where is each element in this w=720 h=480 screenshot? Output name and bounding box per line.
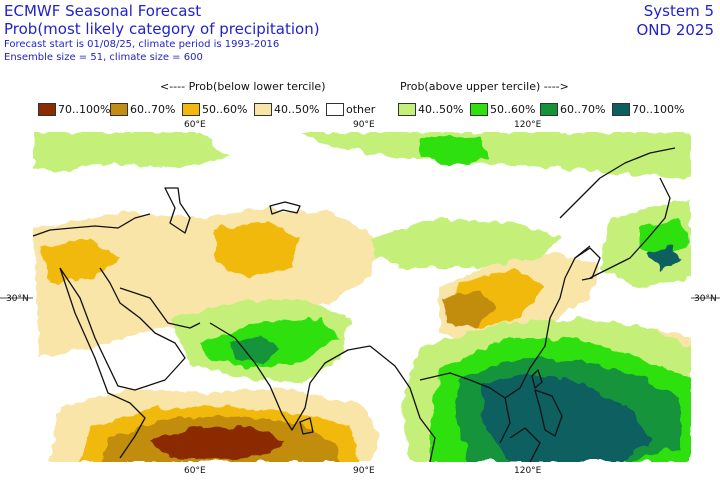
header-right: System 5 OND 2025 <box>636 2 714 40</box>
legend-label: 70..100% <box>58 102 111 116</box>
coastline-great-lakes <box>269 201 301 215</box>
legend-swatch <box>110 102 128 116</box>
below-60-70-region <box>445 290 495 328</box>
legend-item: 70..100% <box>612 101 684 117</box>
coastlines <box>32 147 676 463</box>
lon-label-120e-bottom: 120°E <box>514 466 542 476</box>
above-70-100-region <box>480 373 650 462</box>
legend-label: 60..70% <box>560 102 606 116</box>
legend-swatch <box>470 102 488 116</box>
legend-item: 60..70% <box>110 101 175 117</box>
legend-item: 60..70% <box>540 101 605 117</box>
forecast-info: Forecast start is 01/08/25, climate peri… <box>4 39 280 50</box>
legend-label: 60..70% <box>130 102 176 116</box>
legend-label: other <box>346 102 376 116</box>
legend-swatch <box>182 102 200 116</box>
legend-swatch <box>326 102 344 116</box>
legend-item: 40..50% <box>398 101 463 117</box>
legend-label: 40..50% <box>418 102 464 116</box>
coastline-persian-gulf <box>119 287 201 329</box>
coastline-japan <box>589 177 671 279</box>
lon-label-60e-bottom: 60°E <box>184 466 206 476</box>
above-50-60-region <box>640 218 691 258</box>
coastline-taiwan <box>531 369 543 389</box>
legend-label: 50..60% <box>202 102 248 116</box>
legend-label: 70..100% <box>632 102 685 116</box>
coastline-korea <box>574 247 601 281</box>
legend-swatch <box>254 102 272 116</box>
legend-swatch <box>540 102 558 116</box>
precipitation-map <box>0 132 720 463</box>
lon-label-90e-top: 90°E <box>353 120 375 130</box>
coastline-sri-lanka <box>299 417 314 435</box>
above-70-100-region <box>645 246 680 270</box>
above-tercile-label: Prob(above upper tercile) ----> <box>400 80 569 93</box>
above-40-50-region <box>370 218 560 268</box>
legend-item: 40..50% <box>254 101 319 117</box>
above-40-50-region <box>33 132 230 173</box>
coastline-china <box>504 245 591 399</box>
legend: 70..100% 60..70% 50..60% 40..50% other 4… <box>0 101 720 117</box>
header-left: ECMWF Seasonal Forecast Prob(most likely… <box>4 2 320 64</box>
below-50-60-region <box>215 223 300 278</box>
coastline-indochina <box>419 372 511 444</box>
above-60-70-region <box>228 333 280 363</box>
map-subtitle: Prob(most likely category of precipitati… <box>4 20 320 38</box>
map-title: ECMWF Seasonal Forecast <box>4 2 202 20</box>
coastline-india <box>209 322 371 431</box>
coastline-arabia <box>59 267 186 391</box>
legend-item: 50..60% <box>470 101 535 117</box>
above-40-50-region <box>300 132 691 178</box>
lon-label-90e-bottom: 90°E <box>353 466 375 476</box>
coastline-philippines <box>534 389 563 437</box>
legend-label: 50..60% <box>490 102 536 116</box>
lat-label-30n-left: 30°N <box>6 294 29 304</box>
legend-label: 40..50% <box>274 102 320 116</box>
coastline-borneo <box>509 427 541 463</box>
lon-label-60e-top: 60°E <box>184 120 206 130</box>
system-label: System 5 <box>643 2 714 20</box>
legend-swatch <box>38 102 56 116</box>
lat-label-30n-right: 30°N <box>694 294 717 304</box>
ensemble-info: Ensemble size = 51, climate size = 600 <box>4 52 203 63</box>
season-label: OND 2025 <box>636 21 714 39</box>
lon-label-120e-top: 120°E <box>514 120 542 130</box>
legend-item: 50..60% <box>182 101 247 117</box>
above-50-60-region <box>420 136 490 166</box>
below-tercile-label: <---- Prob(below lower tercile) <box>160 80 326 93</box>
below-50-60-region <box>40 238 120 283</box>
legend-swatch <box>612 102 630 116</box>
coastline-caspian <box>164 187 191 234</box>
probability-fields <box>33 132 691 462</box>
coastline-red-sea-africa <box>59 267 146 459</box>
below-70-100-region <box>150 426 285 460</box>
coastline-southeast-asia <box>369 345 436 463</box>
coastline-mediterranean <box>32 213 151 237</box>
legend-item: other <box>326 101 375 117</box>
legend-item: 70..100% <box>38 101 110 117</box>
legend-swatch <box>398 102 416 116</box>
coastline-northeast-asia <box>559 147 676 219</box>
